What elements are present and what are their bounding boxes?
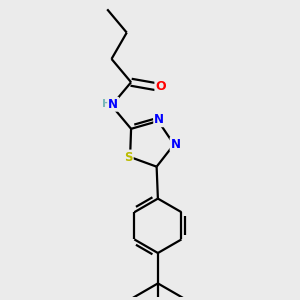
Text: H: H	[102, 99, 111, 109]
Text: N: N	[171, 138, 181, 151]
Text: N: N	[154, 113, 164, 126]
Text: O: O	[155, 80, 166, 93]
Text: S: S	[124, 151, 133, 164]
Text: N: N	[108, 98, 118, 111]
